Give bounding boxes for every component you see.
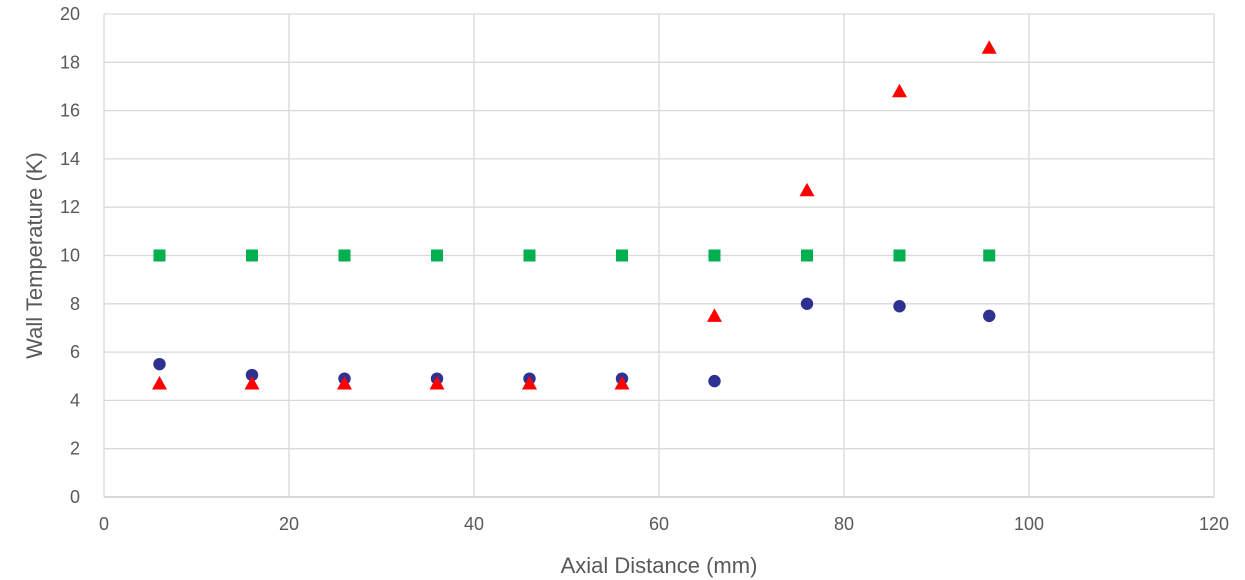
tick-labels: 0 2 4 6 8 10 12 14 16 18 20 0 20 40 60 80 100 120 (60, 4, 1229, 534)
triangle-marker (799, 182, 815, 197)
y-tick-label: 10 (60, 246, 80, 266)
triangle-marker (522, 375, 537, 390)
square-marker (246, 249, 258, 262)
square-marker (983, 249, 996, 262)
triangle-marker (707, 308, 722, 322)
triangle-marker (981, 40, 997, 54)
y-tick-label: 8 (70, 294, 80, 314)
y-tick-label: 12 (60, 197, 80, 217)
x-tick-label: 120 (1199, 514, 1229, 534)
y-tick-label: 16 (60, 101, 80, 121)
triangle-marker (429, 375, 445, 390)
y-tick-label: 2 (70, 439, 80, 459)
x-axis-title: Axial Distance (mm) (561, 553, 758, 578)
triangle-marker (892, 83, 907, 98)
data-points (152, 40, 997, 390)
circle-marker (800, 297, 814, 310)
circle-marker (983, 309, 996, 323)
x-tick-label: 80 (834, 514, 854, 534)
y-tick-label: 18 (60, 52, 80, 72)
circle-marker (153, 357, 166, 371)
square-marker (153, 249, 166, 262)
square-marker (431, 249, 443, 262)
x-tick-label: 40 (464, 514, 484, 534)
square-marker (801, 249, 813, 262)
square-marker (893, 249, 906, 262)
y-tick-label: 14 (60, 149, 80, 169)
grid (103, 13, 1215, 498)
triangle-marker (152, 375, 167, 390)
triangle-marker (614, 375, 630, 390)
x-tick-label: 20 (279, 514, 299, 534)
x-tick-label: 0 (99, 514, 109, 534)
y-tick-label: 6 (70, 342, 80, 362)
square-marker (708, 249, 721, 262)
x-tick-label: 60 (649, 514, 669, 534)
y-tick-label: 0 (70, 487, 80, 507)
triangle-marker (337, 375, 352, 390)
square-marker (338, 249, 351, 262)
circle-marker (245, 368, 259, 382)
circle-marker (893, 300, 906, 313)
y-axis-title: Wall Temperature (K) (22, 152, 47, 359)
triangle-marker (244, 375, 260, 390)
circle-marker (708, 374, 721, 388)
square-marker (616, 249, 628, 262)
y-tick-label: 20 (60, 4, 80, 24)
square-marker (523, 249, 536, 262)
x-tick-label: 100 (1014, 514, 1044, 534)
y-tick-label: 4 (70, 390, 80, 410)
